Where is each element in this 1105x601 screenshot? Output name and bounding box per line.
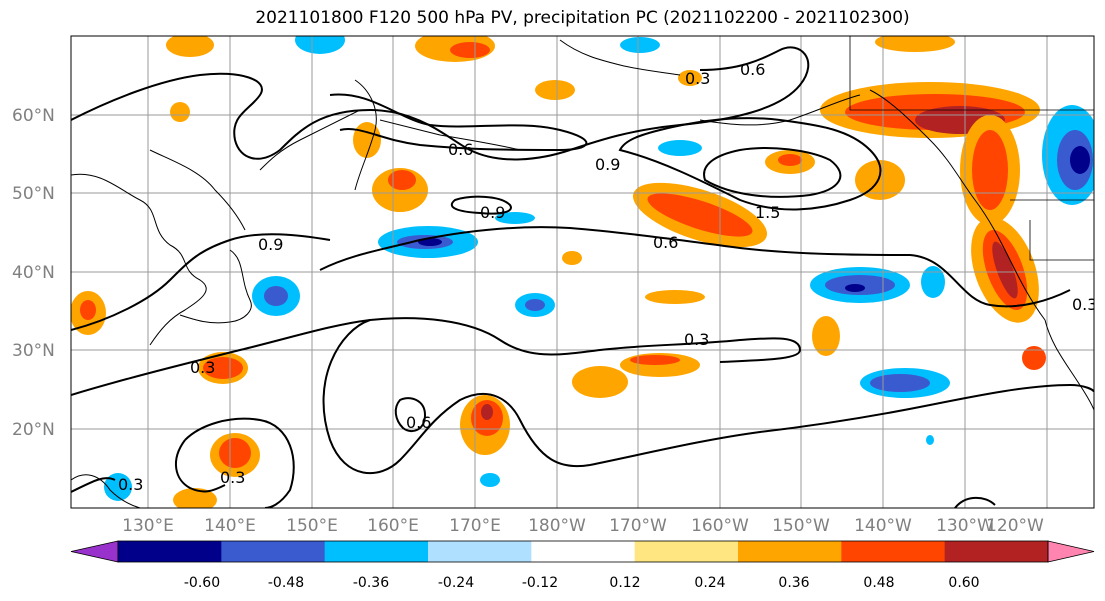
colorbar-segment <box>221 541 326 562</box>
lat-label: 40°N <box>12 263 55 283</box>
coastlines <box>71 36 1094 508</box>
graticule <box>71 36 1094 508</box>
colorbar-tick-label: 0.36 <box>778 575 809 591</box>
latitude-labels: 60°N 50°N 40°N 30°N 20°N <box>12 106 55 440</box>
contour-label: 0.3 <box>1072 295 1097 314</box>
colorbar-tick-label: 0.60 <box>948 575 979 591</box>
colorbar-outline <box>117 540 1049 563</box>
contour-label: 0.3 <box>220 468 245 487</box>
pv-contours <box>71 46 1094 508</box>
lon-label: 140°E <box>204 516 256 536</box>
precip-positive-layer <box>71 36 1046 508</box>
lat-label: 30°N <box>12 341 55 361</box>
lat-label: 60°N <box>12 106 55 126</box>
colorbar-segment <box>428 541 532 562</box>
contour-label: 0.3 <box>118 475 143 494</box>
lon-label: 180°W <box>528 516 586 536</box>
colorbar-extend-min <box>70 540 119 563</box>
colorbar <box>70 540 1095 563</box>
lat-label: 20°N <box>12 420 55 440</box>
colorbar-tick-label: 0.24 <box>694 575 725 591</box>
colorbar-segment <box>634 541 739 562</box>
lon-label: 130°E <box>122 516 174 536</box>
lon-label: 160°E <box>367 516 419 536</box>
lon-label: 150°E <box>286 516 338 536</box>
colorbar-segment <box>324 541 429 562</box>
lon-label: 160°W <box>691 516 749 536</box>
contour-labels-layer: 0.6 0.6 0.9 0.9 0.9 1.5 0.6 0.3 0.3 0.3 … <box>118 60 1097 494</box>
map-frame <box>70 35 1095 509</box>
lon-label: 140°W <box>854 516 912 536</box>
colorbar-segment <box>841 541 946 562</box>
contour-label: 0.6 <box>448 140 473 159</box>
contour-label: 0.6 <box>740 60 765 79</box>
contour-label: 0.9 <box>480 203 505 222</box>
contour-label: 0.3 <box>685 69 710 88</box>
contour-label: 0.9 <box>595 155 620 174</box>
colorbar-tick-label: -0.36 <box>353 575 389 591</box>
lat-label: 50°N <box>12 184 55 204</box>
colorbar-tick-label: 0.12 <box>609 575 640 591</box>
lon-label: 170°W <box>609 516 667 536</box>
colorbar-tick-label: 0.48 <box>863 575 894 591</box>
lon-label: 130°W <box>936 516 994 536</box>
colorbar-segment <box>944 541 1049 562</box>
colorbar-tick-label: -0.12 <box>522 575 558 591</box>
contour-label: 1.5 <box>755 203 780 222</box>
contour-label: 0.3 <box>684 330 709 349</box>
colorbar-tick-label: -0.60 <box>184 575 220 591</box>
contour-label: 0.6 <box>406 413 431 432</box>
colorbar-tick-label: -0.24 <box>438 575 474 591</box>
colorbar-tick-labels: -0.60 -0.48 -0.36 -0.24 -0.12 0.12 0.24 … <box>184 575 980 591</box>
colorbar-segment <box>118 541 222 562</box>
colorbar-tick-label: -0.48 <box>268 575 304 591</box>
lon-label: 170°E <box>449 516 501 536</box>
figure-title: 2021101800 F120 500 hPa PV, precipitatio… <box>255 8 910 28</box>
lon-label: 150°W <box>772 516 830 536</box>
colorbar-segment <box>531 541 636 562</box>
colorbar-extend-max <box>1047 540 1095 563</box>
contour-label: 0.3 <box>190 358 215 377</box>
longitude-labels: 130°E 140°E 150°E 160°E 170°E 180°W 170°… <box>122 516 1044 536</box>
lon-label: 120°W <box>986 516 1044 536</box>
contour-label: 0.9 <box>258 235 283 254</box>
contour-label: 0.6 <box>653 233 678 252</box>
colorbar-segment <box>738 541 842 562</box>
